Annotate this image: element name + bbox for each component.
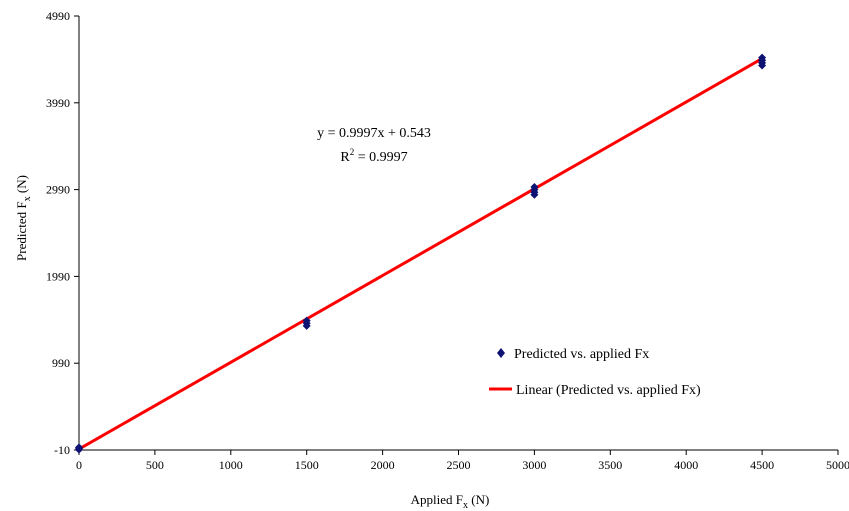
- legend-marker-diamond: [497, 348, 505, 358]
- x-axis-title-unit: (N): [468, 492, 489, 507]
- x-tick-label: 1000: [219, 458, 243, 472]
- trendline: [78, 57, 763, 451]
- y-axis-title: Predicted Fx (N): [14, 175, 33, 261]
- y-ticks: -10 990 1990 2990 3990 4990: [46, 9, 79, 457]
- r-squared-value: = 0.9997: [354, 150, 407, 165]
- r-squared: R2 = 0.9997: [340, 147, 407, 165]
- y-tick-label: 4990: [46, 9, 70, 23]
- r-squared-sup: 2: [350, 147, 355, 157]
- x-tick-label: 5000: [826, 458, 849, 472]
- data-point: [302, 316, 311, 325]
- regression-equation: y = 0.9997x + 0.543: [317, 126, 431, 141]
- x-ticks: 0 500 1000 1500 2000 2500 3000 3500 4000 4500 5000: [76, 450, 849, 472]
- y-axis-title-unit: (N): [14, 175, 29, 196]
- trendline-group: [78, 57, 763, 451]
- y-tick-label: 990: [52, 356, 70, 370]
- x-axis-title: Applied Fx (N): [411, 492, 490, 511]
- legend-label-trendline: Linear (Predicted vs. applied Fx): [516, 383, 701, 398]
- x-tick-label: 0: [76, 458, 82, 472]
- x-tick-label: 2500: [447, 458, 471, 472]
- y-tick-label: 3990: [46, 96, 70, 110]
- x-axis-title-sub: x: [463, 500, 468, 511]
- x-tick-label: 1500: [295, 458, 319, 472]
- x-tick-label: 3500: [598, 458, 622, 472]
- x-tick-label: 4500: [750, 458, 774, 472]
- data-point: [758, 53, 767, 62]
- data-point: [75, 443, 83, 452]
- y-axis-title-sub: x: [22, 196, 33, 201]
- legend-label-points: Predicted vs. applied Fx: [514, 347, 649, 362]
- y-tick-label: -10: [54, 443, 70, 457]
- points-group: [75, 53, 767, 454]
- y-tick-label: 2990: [46, 183, 70, 197]
- x-tick-label: 2000: [371, 458, 395, 472]
- legend: Predicted vs. applied Fx Linear (Predict…: [489, 347, 701, 398]
- y-axis-title-main: Predicted F: [14, 201, 29, 261]
- y-tick-label: 1990: [46, 269, 70, 283]
- r-squared-prefix: R: [340, 150, 350, 165]
- x-tick-label: 3000: [522, 458, 546, 472]
- x-tick-label: 500: [146, 458, 164, 472]
- x-tick-label: 4000: [674, 458, 698, 472]
- x-axis-title-main: Applied F: [411, 492, 463, 507]
- data-point: [530, 182, 539, 191]
